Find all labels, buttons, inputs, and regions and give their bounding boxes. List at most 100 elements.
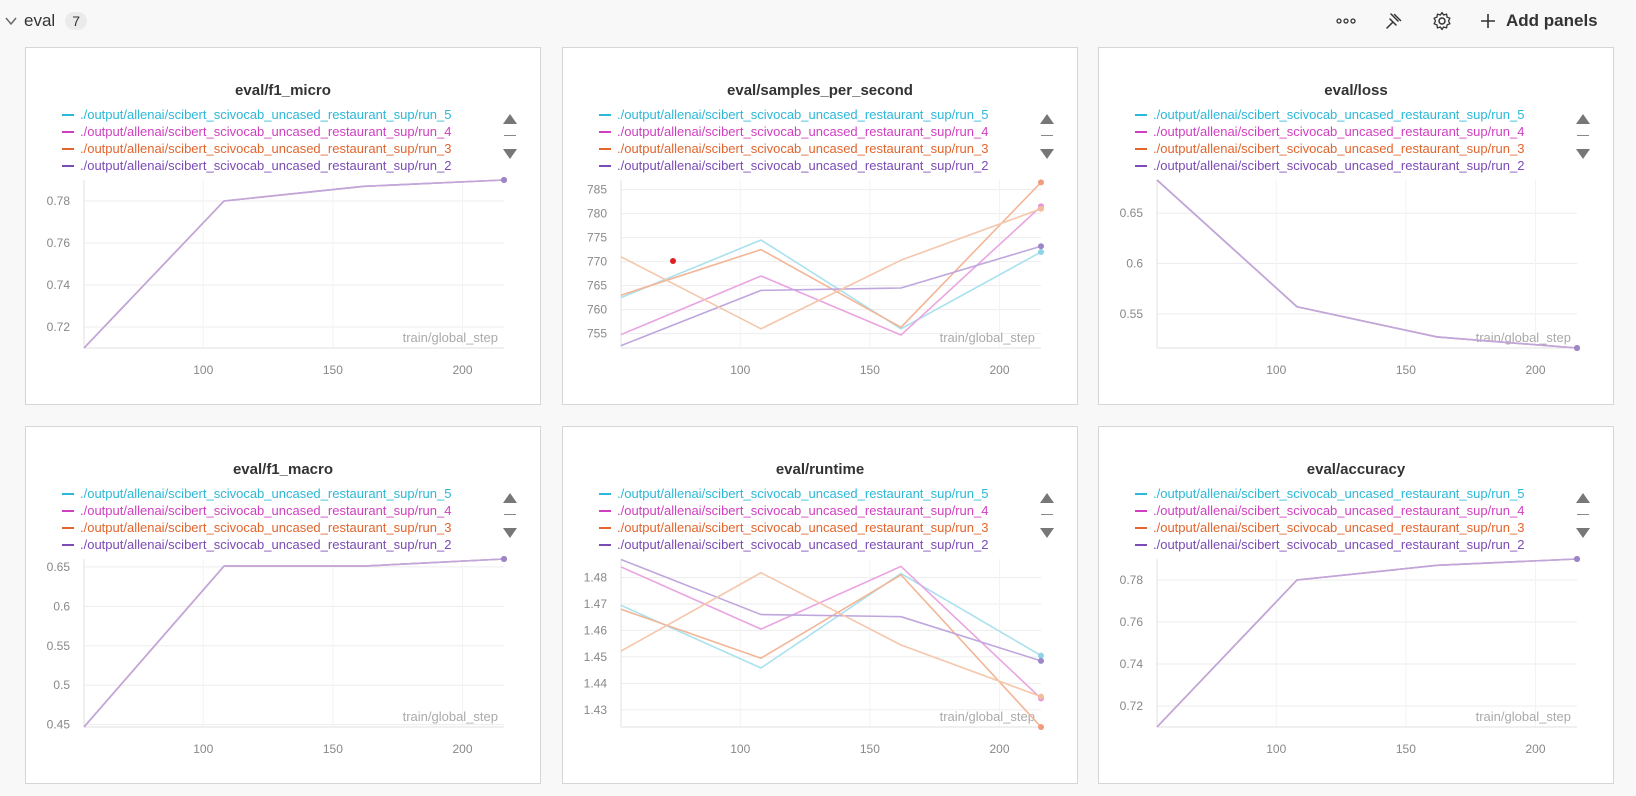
legend-item[interactable]: ./output/allenai/scibert_scivocab_uncase…: [599, 502, 988, 519]
settings-button[interactable]: [1429, 8, 1455, 34]
series-line[interactable]: [620, 572, 1042, 669]
chart-title: eval/f1_macro: [232, 461, 334, 478]
chart-panel-accuracy[interactable]: eval/accuracy ./output/allenai/scibert_sc…: [1098, 426, 1614, 784]
legend-item[interactable]: ./output/allenai/scibert_scivocab_uncase…: [599, 536, 988, 553]
series-line[interactable]: [1156, 179, 1578, 349]
chart-panel-samples-per-second[interactable]: eval/samples_per_second ./output/allenai/…: [562, 47, 1078, 405]
legend-item[interactable]: ./output/allenai/scibert_scivocab_uncase…: [1135, 536, 1524, 553]
legend-item[interactable]: ./output/allenai/scibert_scivocab_uncase…: [599, 140, 988, 157]
legend-scroll-up-icon[interactable]: [1040, 493, 1054, 503]
legend-scroll-down-icon[interactable]: [1040, 528, 1054, 538]
series-line[interactable]: [83, 558, 505, 728]
series-line[interactable]: [1156, 179, 1578, 349]
series-line[interactable]: [83, 558, 505, 728]
legend-swatch: [1135, 130, 1147, 133]
legend-item[interactable]: ./output/allenai/scibert_scivocab_uncase…: [1135, 157, 1524, 174]
y-tick-label: 0.55: [47, 639, 71, 653]
series-line[interactable]: [620, 239, 1042, 330]
series-line[interactable]: [620, 574, 1042, 728]
series-line[interactable]: [1156, 558, 1578, 728]
x-tick-label: 200: [990, 742, 1010, 756]
series-line[interactable]: [83, 558, 505, 728]
legend-item[interactable]: ./output/allenai/scibert_scivocab_uncase…: [62, 536, 451, 553]
series-line[interactable]: [620, 245, 1042, 347]
chart-plot[interactable]: 755 760 765 770 775 780 785 100 150 200 train/glob…: [563, 48, 1079, 406]
legend-item[interactable]: ./output/allenai/scibert_scivocab_uncase…: [599, 123, 988, 140]
chart-plot[interactable]: 1.43 1.44 1.45 1.46 1.47 1.48 100 150 200 train/g…: [563, 427, 1079, 785]
series-line[interactable]: [620, 565, 1042, 700]
legend-scroll-up-icon[interactable]: [503, 114, 517, 124]
chart-title: eval/loss: [1324, 82, 1388, 99]
legend-item[interactable]: ./output/allenai/scibert_scivocab_uncase…: [1135, 502, 1524, 519]
series-line[interactable]: [83, 179, 505, 349]
legend-item[interactable]: ./output/allenai/scibert_scivocab_uncase…: [62, 140, 451, 157]
series-line[interactable]: [1156, 179, 1578, 349]
legend-scroll-down-icon[interactable]: [1576, 528, 1590, 538]
series-line[interactable]: [83, 179, 505, 349]
legend-item[interactable]: ./output/allenai/scibert_scivocab_uncase…: [599, 485, 988, 502]
chart-panel-runtime[interactable]: eval/runtime ./output/allenai/scibert_sci…: [562, 426, 1078, 784]
chart-plot[interactable]: 0.72 0.74 0.76 0.78 100 150 200 train/global_st…: [26, 48, 542, 406]
legend-item[interactable]: ./output/allenai/scibert_scivocab_uncase…: [1135, 123, 1524, 140]
legend-item[interactable]: ./output/allenai/scibert_scivocab_uncase…: [62, 485, 451, 502]
add-panels-label: Add panels: [1506, 11, 1598, 30]
legend-scroll-up-icon[interactable]: [1576, 493, 1590, 503]
chart-plot[interactable]: 0.45 0.5 0.55 0.6 0.65 100 150 200 train/global_…: [26, 427, 542, 785]
series-line[interactable]: [1156, 558, 1578, 728]
legend-label: ./output/allenai/scibert_scivocab_uncase…: [80, 124, 452, 139]
legend-item[interactable]: ./output/allenai/scibert_scivocab_uncase…: [62, 123, 451, 140]
chart-plot[interactable]: 0.55 0.6 0.65 100 150 200 train/global_step: [1099, 48, 1615, 406]
legend-scroll-up-icon[interactable]: [1576, 114, 1590, 124]
series-line[interactable]: [1156, 179, 1578, 349]
legend-swatch: [62, 543, 74, 546]
legend-item[interactable]: ./output/allenai/scibert_scivocab_uncase…: [62, 502, 451, 519]
series-line[interactable]: [1156, 558, 1578, 728]
chart-legend: ./output/allenai/scibert_scivocab_uncase…: [1135, 485, 1524, 553]
legend-item[interactable]: ./output/allenai/scibert_scivocab_uncase…: [62, 157, 451, 174]
section-collapse-toggle[interactable]: eval 7: [4, 10, 94, 32]
series-line[interactable]: [620, 205, 1042, 336]
legend-item[interactable]: ./output/allenai/scibert_scivocab_uncase…: [599, 157, 988, 174]
series-line[interactable]: [1156, 558, 1578, 728]
legend-item[interactable]: ./output/allenai/scibert_scivocab_uncase…: [1135, 106, 1524, 123]
chart-plot[interactable]: 0.72 0.74 0.76 0.78 100 150 200 train/global_st…: [1099, 427, 1615, 785]
legend-scroll-control: [1575, 491, 1595, 543]
series-line[interactable]: [620, 208, 1042, 330]
legend-label: ./output/allenai/scibert_scivocab_uncase…: [1153, 520, 1525, 535]
chart-panel-loss[interactable]: eval/loss ./output/allenai/scibert_scivoc…: [1098, 47, 1614, 405]
series-line[interactable]: [620, 558, 1042, 662]
chart-title: eval/runtime: [775, 461, 865, 478]
y-tick-label: 1.44: [584, 676, 608, 690]
legend-scroll-down-icon[interactable]: [1576, 149, 1590, 159]
series-line[interactable]: [83, 558, 505, 728]
legend-scroll-up-icon[interactable]: [1040, 114, 1054, 124]
section-title: eval: [24, 11, 56, 30]
legend-item[interactable]: ./output/allenai/scibert_scivocab_uncase…: [599, 519, 988, 536]
legend-item[interactable]: ./output/allenai/scibert_scivocab_uncase…: [1135, 485, 1524, 502]
more-options-button[interactable]: [1333, 8, 1359, 34]
legend-label: ./output/allenai/scibert_scivocab_uncase…: [617, 503, 989, 518]
legend-scroll-down-icon[interactable]: [503, 528, 517, 538]
series-line[interactable]: [83, 179, 505, 349]
series-line[interactable]: [620, 571, 1042, 698]
chart-panel-f1-micro[interactable]: eval/f1_micro ./output/allenai/scibert_sc…: [25, 47, 541, 405]
pin-button[interactable]: [1381, 8, 1407, 34]
y-tick-label: 0.45: [47, 718, 71, 732]
legend-scroll-down-icon[interactable]: [1040, 149, 1054, 159]
legend-item[interactable]: ./output/allenai/scibert_scivocab_uncase…: [1135, 140, 1524, 157]
y-tick-label: 0.78: [1120, 573, 1144, 587]
x-tick-label: 100: [730, 363, 750, 377]
legend-scroll-down-icon[interactable]: [503, 149, 517, 159]
x-axis-label: train/global_step: [403, 330, 498, 345]
legend-item[interactable]: ./output/allenai/scibert_scivocab_uncase…: [62, 519, 451, 536]
chart-legend: ./output/allenai/scibert_scivocab_uncase…: [599, 106, 988, 174]
legend-item[interactable]: ./output/allenai/scibert_scivocab_uncase…: [599, 106, 988, 123]
series-line[interactable]: [83, 179, 505, 349]
chart-panel-f1-macro[interactable]: eval/f1_macro ./output/allenai/scibert_sc…: [25, 426, 541, 784]
legend-scroll-control: [1575, 112, 1595, 164]
y-tick-label: 0.72: [47, 320, 71, 334]
legend-scroll-up-icon[interactable]: [503, 493, 517, 503]
legend-item[interactable]: ./output/allenai/scibert_scivocab_uncase…: [1135, 519, 1524, 536]
legend-item[interactable]: ./output/allenai/scibert_scivocab_uncase…: [62, 106, 451, 123]
add-panels-button[interactable]: Add panels: [1480, 8, 1630, 34]
